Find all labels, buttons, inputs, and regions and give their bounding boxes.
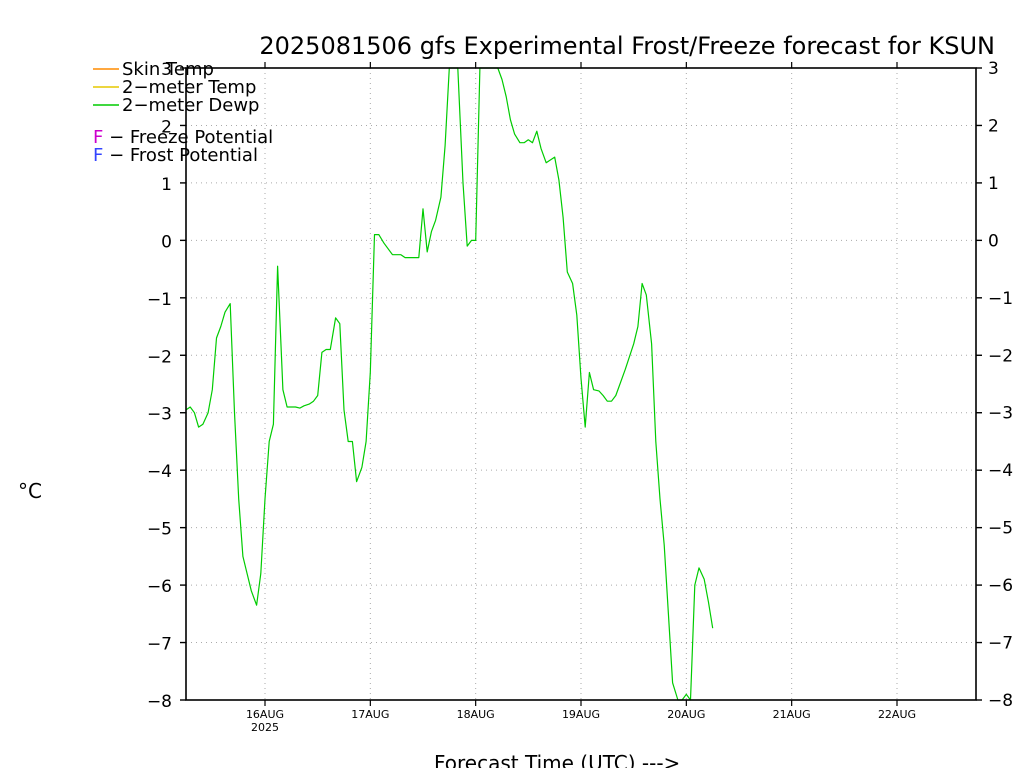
xticks-layer: 16AUG 17AUG 18AUG 19AUG 20AUG 21AUG 22AUG [246, 62, 916, 721]
ticks-layer: −8 −8 −7 −7 −6 −6 −5 −5 −4 −4 −3 −3 −2 −2 −1 −1 0 0 1 1 2 2 3 3 [147, 59, 1013, 712]
legend-label: Skin Temp [122, 59, 214, 80]
y-tick-label-right: −2 [988, 346, 1013, 366]
legend-label: 2−meter Temp [122, 77, 256, 98]
grid-layer [186, 68, 976, 700]
x-year-label: 2025 [251, 721, 279, 734]
y-tick-label-left: −1 [147, 290, 172, 310]
potential-legend-entry: F − Frost Potential [93, 145, 258, 166]
y-tick-label-right: 2 [988, 116, 999, 136]
y-tick-label-left: −8 [147, 692, 172, 712]
potential-text: − Freeze Potential [103, 127, 273, 148]
y-tick-label-right: −5 [988, 519, 1013, 539]
potential-letter: F [93, 145, 103, 166]
x-tick-label: 16AUG [246, 708, 284, 721]
y-tick-label-left: −4 [147, 462, 172, 482]
y-tick-label-right: −6 [988, 576, 1013, 596]
x-tick-label: 19AUG [562, 708, 600, 721]
chart-title: 2025081506 gfs Experimental Frost/Freeze… [259, 32, 995, 60]
y-tick-label-left: −6 [147, 577, 172, 597]
x-tick-label: 20AUG [667, 708, 705, 721]
legend-label: 2−meter Dewp [122, 95, 259, 116]
y-tick-label-right: −4 [988, 461, 1013, 481]
y-tick-label-right: 0 [988, 231, 999, 251]
y-tick-label-left: −3 [147, 405, 172, 425]
x-tick-label: 21AUG [773, 708, 811, 721]
y-tick-label-left: 2 [161, 117, 172, 137]
y-tick-label-left: −2 [147, 347, 172, 367]
y-tick-label-right: −8 [988, 691, 1013, 711]
y-tick-label-right: 1 [988, 174, 999, 194]
y-tick-label-left: 3 [161, 60, 172, 80]
potential-legend-entry: F − Freeze Potential [93, 127, 273, 148]
x-tick-label: 22AUG [878, 708, 916, 721]
potential-letter: F [93, 127, 103, 148]
y-tick-label-right: −7 [988, 634, 1013, 654]
y-tick-label-right: −1 [988, 289, 1013, 309]
y-axis-label: °C [18, 479, 42, 503]
y-tick-label-left: −5 [147, 520, 172, 540]
x-tick-label: 17AUG [351, 708, 389, 721]
potential-text: − Frost Potential [103, 145, 258, 166]
y-tick-label-left: −7 [147, 635, 172, 655]
x-axis-label: Forecast Time (UTC) ---> [434, 751, 680, 768]
y-tick-label-left: 0 [161, 232, 172, 252]
x-tick-label: 18AUG [457, 708, 495, 721]
y-tick-label-right: −3 [988, 404, 1013, 424]
y-tick-label-left: 1 [161, 175, 172, 195]
y-tick-label-right: 3 [988, 59, 999, 79]
